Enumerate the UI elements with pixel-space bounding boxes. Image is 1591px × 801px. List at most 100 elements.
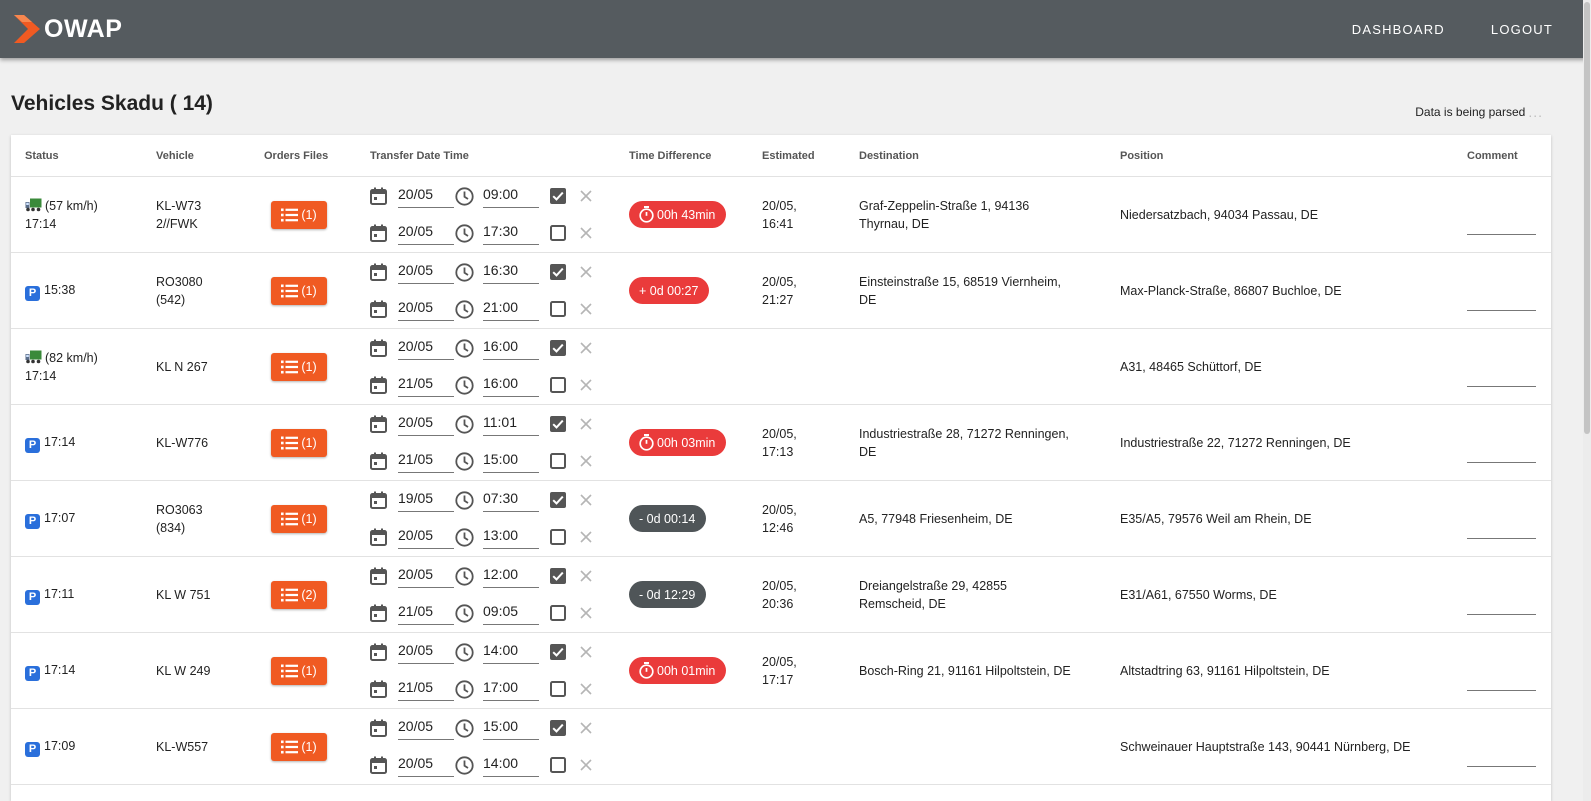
confirm-checkbox[interactable] (550, 720, 566, 736)
close-icon[interactable] (580, 303, 592, 315)
col-header-transfer-date-time[interactable]: Transfer Date Time (356, 135, 615, 177)
table-row[interactable]: (82 km/h) 17:14 KL N 267 (1) 20/05 16:00 21/05… (11, 328, 1551, 405)
clock-icon[interactable] (455, 490, 474, 510)
comment-input[interactable] (1467, 288, 1536, 311)
table-row[interactable]: P 17:11 KL W 751 (2) 20/05 12:00 21/05 09:05 - 0… (11, 556, 1551, 633)
confirm-checkbox[interactable] (550, 340, 566, 356)
orders-files-button[interactable]: (2) (271, 580, 327, 609)
transfer-date-field[interactable]: 20/05 (398, 640, 454, 664)
transfer-time-field[interactable]: 17:30 (483, 221, 539, 245)
scrollbar-thumb[interactable] (1584, 2, 1590, 434)
confirm-checkbox[interactable] (550, 681, 566, 697)
confirm-checkbox[interactable] (550, 568, 566, 584)
calendar-icon[interactable] (370, 339, 387, 357)
close-icon[interactable] (580, 646, 592, 658)
confirm-checkbox[interactable] (550, 757, 566, 773)
clock-icon[interactable] (455, 679, 474, 699)
col-header-status[interactable]: Status (11, 135, 142, 177)
close-icon[interactable] (580, 494, 592, 506)
transfer-date-field[interactable]: 21/05 (398, 677, 454, 701)
brand[interactable]: OWAP (14, 15, 122, 44)
transfer-date-field[interactable]: 20/05 (398, 716, 454, 740)
comment-input[interactable] (1467, 212, 1536, 235)
col-header-position[interactable]: Position (1106, 135, 1453, 177)
transfer-time-field[interactable]: 14:00 (483, 640, 539, 664)
orders-files-button[interactable]: (1) (271, 656, 327, 685)
close-icon[interactable] (580, 190, 592, 202)
confirm-checkbox[interactable] (550, 264, 566, 280)
clock-icon[interactable] (455, 338, 474, 358)
transfer-date-field[interactable]: 21/05 (398, 601, 454, 625)
confirm-checkbox[interactable] (550, 377, 566, 393)
orders-files-button[interactable]: (1) (271, 352, 327, 381)
transfer-time-field[interactable]: 14:00 (483, 753, 539, 777)
clock-icon[interactable] (455, 262, 474, 282)
comment-input[interactable] (1467, 668, 1536, 691)
calendar-icon[interactable] (370, 415, 387, 433)
clock-icon[interactable] (455, 186, 474, 206)
page-scrollbar[interactable] (1583, 0, 1591, 801)
transfer-time-field[interactable]: 15:00 (483, 449, 539, 473)
calendar-icon[interactable] (370, 567, 387, 585)
transfer-date-field[interactable]: 20/05 (398, 753, 454, 777)
transfer-date-field[interactable]: 20/05 (398, 221, 454, 245)
calendar-icon[interactable] (370, 300, 387, 318)
col-header-vehicle[interactable]: Vehicle (142, 135, 250, 177)
clock-icon[interactable] (455, 566, 474, 586)
col-header-time-difference[interactable]: Time Difference (615, 135, 748, 177)
col-header-comment[interactable]: Comment (1453, 135, 1551, 177)
calendar-icon[interactable] (370, 263, 387, 281)
confirm-checkbox[interactable] (550, 225, 566, 241)
transfer-date-field[interactable]: 20/05 (398, 297, 454, 321)
nav-dashboard[interactable]: DASHBOARD (1351, 21, 1445, 37)
transfer-time-field[interactable]: 15:00 (483, 716, 539, 740)
calendar-icon[interactable] (370, 376, 387, 394)
transfer-time-field[interactable]: 07:30 (483, 488, 539, 512)
clock-icon[interactable] (455, 451, 474, 471)
close-icon[interactable] (580, 455, 592, 467)
clock-icon[interactable] (455, 223, 474, 243)
transfer-time-field[interactable]: 13:00 (483, 525, 539, 549)
transfer-date-field[interactable]: 19/05 (398, 488, 454, 512)
transfer-date-field[interactable]: 20/05 (398, 184, 454, 208)
calendar-icon[interactable] (370, 224, 387, 242)
comment-input[interactable] (1467, 744, 1536, 767)
table-row[interactable]: P 17:14 KL-W776 (1) 20/05 11:01 21/05 15:00 00h … (11, 404, 1551, 481)
transfer-time-field[interactable]: 16:30 (483, 260, 539, 284)
confirm-checkbox[interactable] (550, 644, 566, 660)
col-header-destination[interactable]: Destination (845, 135, 1106, 177)
transfer-date-field[interactable]: 20/05 (398, 564, 454, 588)
clock-icon[interactable] (455, 299, 474, 319)
clock-icon[interactable] (455, 375, 474, 395)
clock-icon[interactable] (455, 527, 474, 547)
table-row[interactable]: P 17:09 KL-W557 (1) 20/05 15:00 20/05 14:00 Schw… (11, 708, 1551, 785)
comment-input[interactable] (1467, 364, 1536, 387)
comment-input[interactable] (1467, 440, 1536, 463)
comment-input[interactable] (1467, 592, 1536, 615)
clock-icon[interactable] (455, 718, 474, 738)
calendar-icon[interactable] (370, 719, 387, 737)
transfer-time-field[interactable]: 12:00 (483, 564, 539, 588)
close-icon[interactable] (580, 266, 592, 278)
col-header-orders-files[interactable]: Orders Files (250, 135, 356, 177)
orders-files-button[interactable]: (1) (271, 428, 327, 457)
calendar-icon[interactable] (370, 604, 387, 622)
close-icon[interactable] (580, 531, 592, 543)
orders-files-button[interactable]: (1) (271, 504, 327, 533)
confirm-checkbox[interactable] (550, 492, 566, 508)
close-icon[interactable] (580, 570, 592, 582)
transfer-time-field[interactable]: 16:00 (483, 336, 539, 360)
close-icon[interactable] (580, 227, 592, 239)
table-row[interactable]: P 17:14 KL W 249 (1) 20/05 14:00 21/05 17:00 00h… (11, 632, 1551, 709)
clock-icon[interactable] (455, 414, 474, 434)
table-row[interactable]: (57 km/h) 17:14 KL-W732//FWK (1) 20/05 09:00 2… (11, 176, 1551, 253)
comment-input[interactable] (1467, 516, 1536, 539)
nav-logout[interactable]: LOGOUT (1490, 21, 1553, 37)
transfer-time-field[interactable]: 21:00 (483, 297, 539, 321)
col-header-estimated[interactable]: Estimated (748, 135, 845, 177)
transfer-date-field[interactable]: 20/05 (398, 412, 454, 436)
calendar-icon[interactable] (370, 187, 387, 205)
transfer-date-field[interactable]: 20/05 (398, 525, 454, 549)
confirm-checkbox[interactable] (550, 301, 566, 317)
orders-files-button[interactable]: (1) (271, 732, 327, 761)
